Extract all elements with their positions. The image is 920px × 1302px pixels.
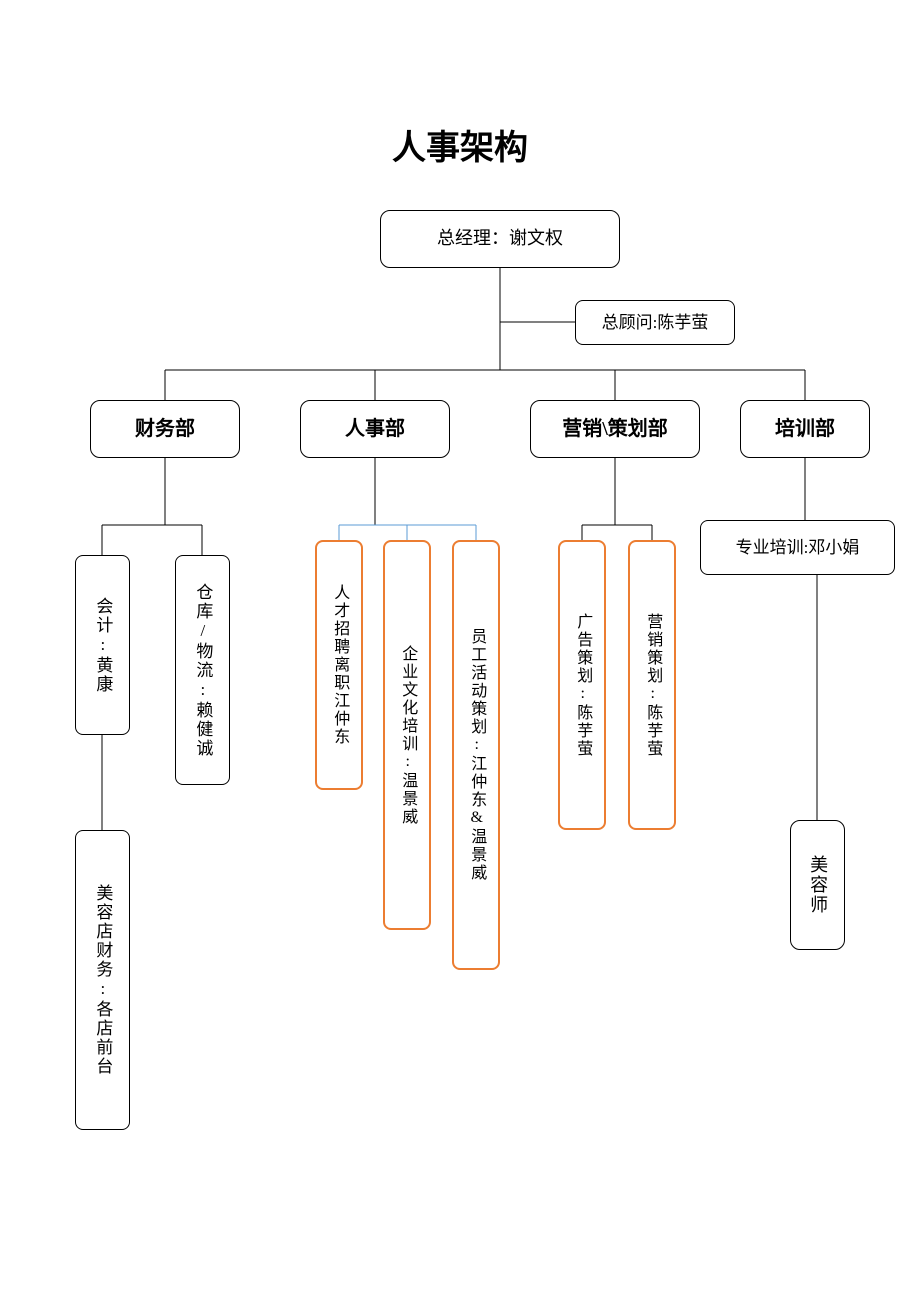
node-trn_beauty: 美容师 xyxy=(790,820,845,950)
node-label-mkt_plan: 营销策划:陈芋萤 xyxy=(641,613,663,758)
node-label-hr: 人事部 xyxy=(345,415,405,443)
node-label-hr_culture: 企业文化培训:温景威 xyxy=(396,645,418,826)
node-mkt_plan: 营销策划:陈芋萤 xyxy=(628,540,676,830)
node-label-training: 培训部 xyxy=(775,415,835,443)
org-chart-canvas: 人事架构 总经理：谢文权总顾问:陈芋萤财务部 人事部 营销\策划部 培训部会计:黄康 仓… xyxy=(0,0,920,1302)
node-label-trn_pro: 专业培训:邓小娟 xyxy=(736,536,860,560)
node-finance: 财务部 xyxy=(90,400,240,458)
node-label-hr_event: 员工活动策划:江仲东&温景威 xyxy=(465,628,487,882)
node-label-finance: 财务部 xyxy=(135,415,195,443)
node-hr_recruit: 人才招聘离职江仲东 xyxy=(315,540,363,790)
node-label-fin_store: 美容店财务:各店前台 xyxy=(91,884,115,1076)
node-marketing: 营销\策划部 xyxy=(530,400,700,458)
node-hr_culture: 企业文化培训:温景威 xyxy=(383,540,431,930)
node-label-trn_beauty: 美容师 xyxy=(805,855,830,915)
node-fin_store: 美容店财务:各店前台 xyxy=(75,830,130,1130)
node-fin_log: 仓库/物流:赖健诚 xyxy=(175,555,230,785)
chart-title: 人事架构 xyxy=(0,120,920,169)
node-hr: 人事部 xyxy=(300,400,450,458)
node-training: 培训部 xyxy=(740,400,870,458)
node-label-marketing: 营销\策划部 xyxy=(562,415,668,443)
node-gm: 总经理：谢文权 xyxy=(380,210,620,268)
node-advisor: 总顾问:陈芋萤 xyxy=(575,300,735,345)
node-label-hr_recruit: 人才招聘离职江仲东 xyxy=(328,584,350,746)
node-trn_pro: 专业培训:邓小娟 xyxy=(700,520,895,575)
node-label-mkt_ad: 广告策划:陈芋萤 xyxy=(571,613,593,758)
node-label-gm: 总经理：谢文权 xyxy=(437,226,563,251)
title-text: 人事架构 xyxy=(392,130,528,167)
node-hr_event: 员工活动策划:江仲东&温景威 xyxy=(452,540,500,970)
node-fin_acc: 会计:黄康 xyxy=(75,555,130,735)
node-label-advisor: 总顾问:陈芋萤 xyxy=(602,311,709,335)
node-label-fin_acc: 会计:黄康 xyxy=(91,597,115,694)
node-mkt_ad: 广告策划:陈芋萤 xyxy=(558,540,606,830)
node-label-fin_log: 仓库/物流:赖健诚 xyxy=(191,583,215,758)
